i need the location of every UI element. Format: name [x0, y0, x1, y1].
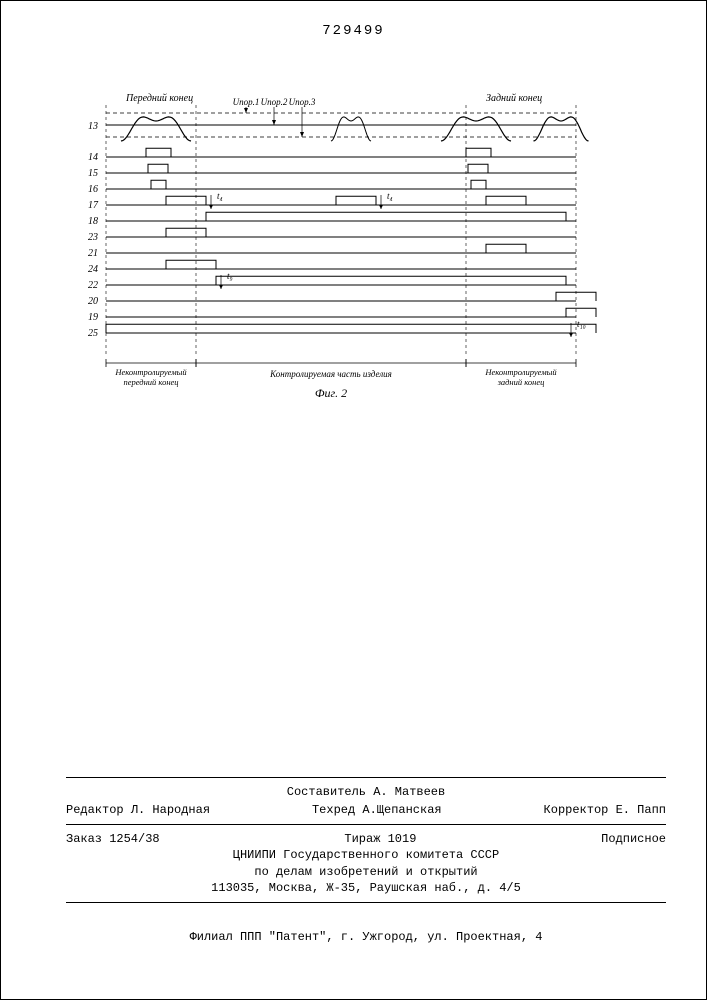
- tirage: Тираж 1019: [344, 831, 416, 847]
- footer-rule-3: [66, 902, 666, 903]
- svg-text:24: 24: [88, 264, 98, 275]
- svg-text:23: 23: [88, 232, 98, 243]
- org-address: 113035, Москва, Ж-35, Раушская наб., д. …: [66, 880, 666, 896]
- svg-text:t₄: t₄: [217, 191, 223, 201]
- svg-text:Неконтролируемый: Неконтролируемый: [114, 367, 187, 377]
- svg-text:Неконтролируемый: Неконтролируемый: [484, 367, 557, 377]
- footer-rule-2: [66, 824, 666, 825]
- svg-text:передний конец: передний конец: [123, 377, 178, 387]
- footer-block: Составитель А. Матвеев Редактор Л. Народ…: [66, 771, 666, 909]
- order-row: Заказ 1254/38 Тираж 1019 Подписное: [66, 831, 666, 847]
- svg-text:Фиг. 2: Фиг. 2: [315, 386, 347, 400]
- org-line-1: ЦНИИПИ Государственного комитета СССР: [66, 847, 666, 863]
- svg-text:t₄: t₄: [387, 191, 393, 201]
- svg-text:18: 18: [88, 216, 98, 227]
- svg-text:19: 19: [88, 312, 98, 323]
- svg-text:Uпор.3: Uпор.3: [289, 97, 316, 107]
- editor: Редактор Л. Народная: [66, 802, 210, 818]
- org-line-2: по делам изобретений и открытий: [66, 864, 666, 880]
- svg-text:15: 15: [88, 168, 98, 179]
- svg-text:t₉: t₉: [227, 271, 233, 281]
- svg-text:задний конец: задний конец: [497, 377, 545, 387]
- footer-rule-1: [66, 777, 666, 778]
- svg-text:17: 17: [88, 200, 99, 211]
- figure-2: Передний конец Задний конец Uпор.1Uпор.2Uп…: [86, 91, 616, 431]
- page-number: 729499: [1, 23, 706, 39]
- svg-text:Передний конец: Передний конец: [125, 93, 193, 104]
- tech-editor: Техред А.Щепанская: [312, 802, 442, 818]
- svg-text:22: 22: [88, 280, 98, 291]
- svg-text:16: 16: [88, 184, 98, 195]
- svg-text:Uпор.1: Uпор.1: [233, 97, 260, 107]
- editorial-row: Редактор Л. Народная Техред А.Щепанская …: [66, 802, 666, 818]
- proofreader: Корректор Е. Папп: [544, 802, 666, 818]
- compiler-line: Составитель А. Матвеев: [66, 784, 666, 800]
- svg-text:Контролируемая часть изделия: Контролируемая часть изделия: [269, 369, 392, 379]
- svg-text:25: 25: [88, 328, 98, 339]
- svg-text:21: 21: [88, 248, 98, 259]
- page: 729499 Передний конецЗадний конецUпор.1U…: [0, 0, 707, 1000]
- svg-text:20: 20: [88, 296, 98, 307]
- svg-text:Uпор.2: Uпор.2: [261, 97, 288, 107]
- order-number: Заказ 1254/38: [66, 831, 160, 847]
- svg-text:14: 14: [88, 152, 98, 163]
- branch-line: Филиал ППП "Патент", г. Ужгород, ул. Про…: [66, 930, 666, 944]
- svg-text:Задний конец: Задний конец: [486, 93, 542, 104]
- svg-text:t₁₀: t₁₀: [577, 319, 586, 329]
- subscription: Подписное: [601, 831, 666, 847]
- svg-text:13: 13: [88, 121, 98, 132]
